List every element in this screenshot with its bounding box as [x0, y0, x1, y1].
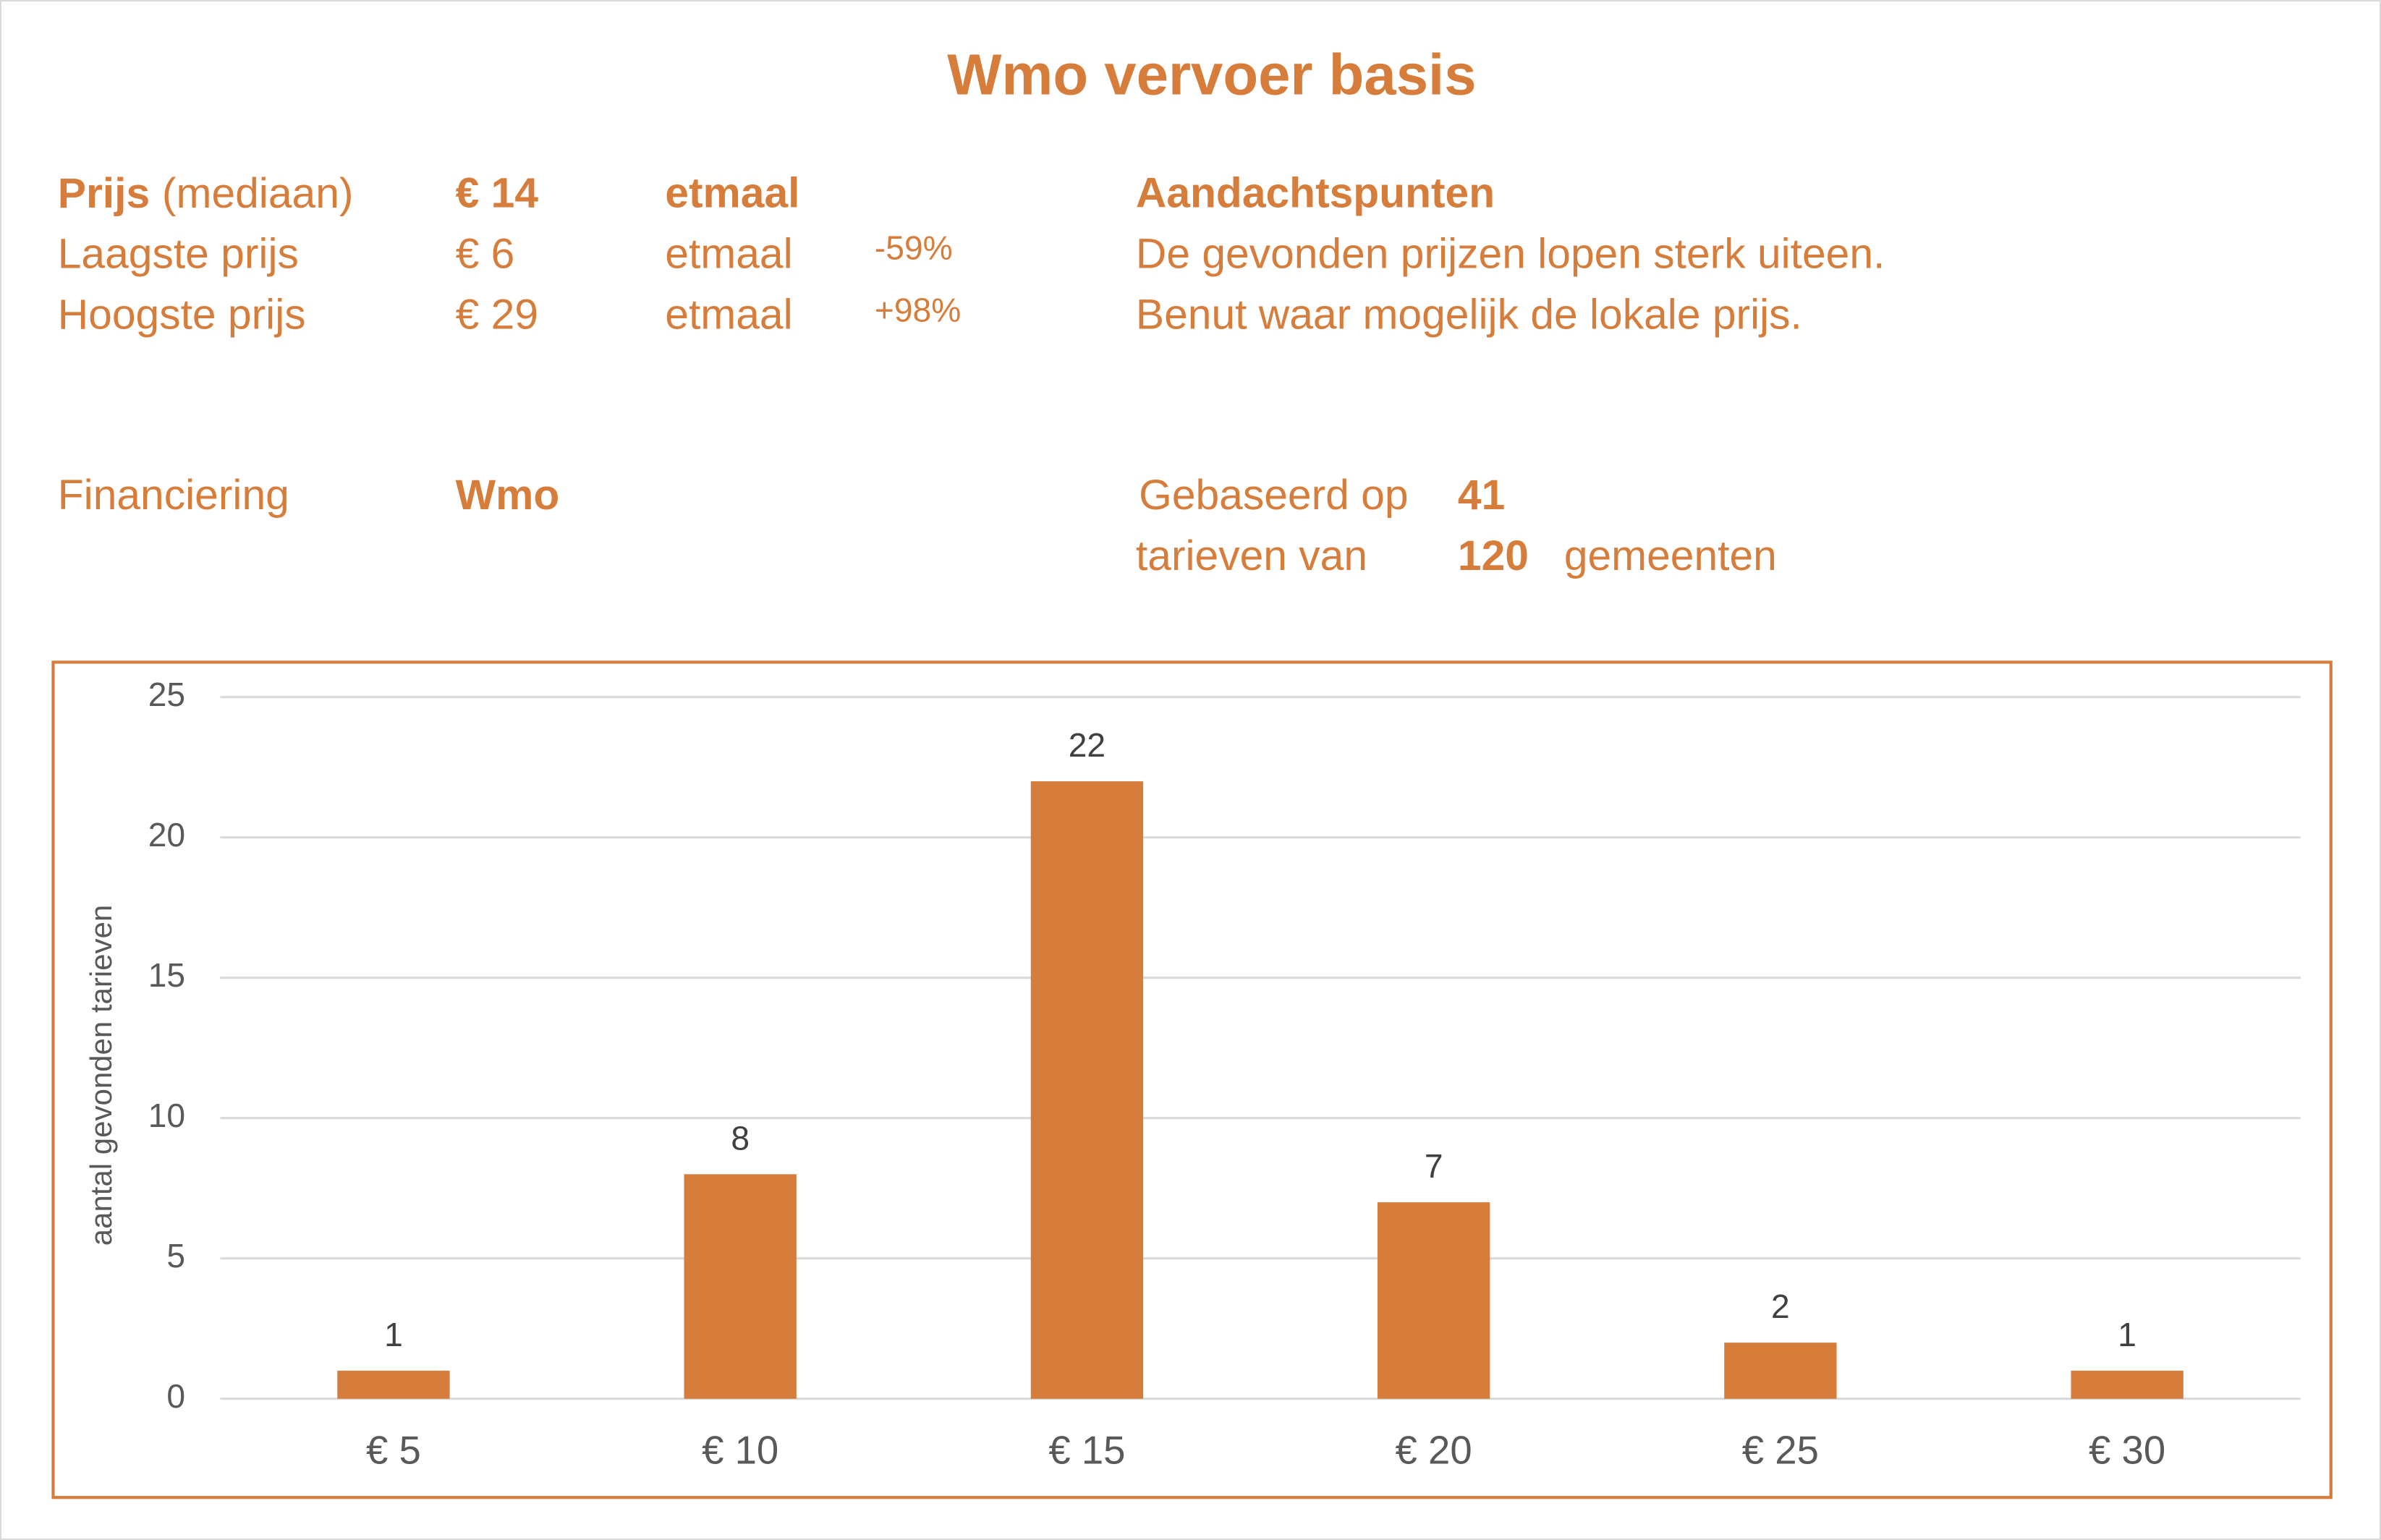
price-label: Prijs (mediaan)	[58, 169, 354, 216]
value-label: 8	[731, 1119, 750, 1157]
high-unit: etmaal	[665, 291, 792, 338]
price-label-note: (mediaan)	[162, 169, 354, 216]
notes-title: Aandachtspunten	[1136, 169, 1495, 216]
y-tick-label: 20	[148, 816, 185, 854]
note: Benut waar mogelijk de lokale prijs.	[1136, 291, 1802, 338]
value-label: 7	[1425, 1147, 1443, 1185]
y-tick-label: 10	[148, 1097, 185, 1134]
bar	[1724, 1343, 1837, 1399]
bar	[684, 1174, 797, 1399]
y-tick-label: 0	[166, 1377, 185, 1415]
low-label: Laagste prijs	[58, 230, 299, 277]
x-tick-label: € 15	[1048, 1429, 1125, 1473]
price-label-main: Prijs	[58, 169, 150, 216]
value-label: 1	[384, 1316, 403, 1353]
based-on-text: tarieven van	[1136, 532, 1367, 579]
low-unit: etmaal	[665, 230, 792, 277]
based-on-text: gemeenten	[1564, 532, 1777, 579]
x-tick-label: € 5	[366, 1429, 421, 1473]
based-on-count: 41	[1458, 472, 1505, 519]
based-on-text: Gebaseerd op	[1139, 472, 1408, 519]
chart-frame	[51, 660, 2333, 1499]
y-tick-label: 25	[148, 676, 185, 713]
bar	[337, 1370, 450, 1399]
x-tick-label: € 20	[1396, 1429, 1472, 1473]
value-label: 1	[2118, 1316, 2136, 1353]
y-tick-label: 15	[148, 956, 185, 994]
value-label: 22	[1069, 726, 1105, 764]
note: De gevonden prijzen lopen sterk uiteen.	[1136, 230, 1885, 277]
financing-value: Wmo	[456, 472, 560, 519]
high-change: +98%	[875, 292, 961, 329]
low-value: € 6	[456, 230, 515, 277]
financing-label: Financiering	[58, 472, 289, 519]
y-axis-title: aantal gevonden tarieven	[84, 905, 118, 1246]
title: Wmo vervoer basis	[947, 42, 1476, 106]
value-label: 2	[1771, 1288, 1790, 1325]
based-on-count: 120	[1458, 532, 1529, 579]
bar	[2071, 1370, 2183, 1399]
high-label: Hoogste prijs	[58, 291, 306, 338]
x-tick-label: € 10	[702, 1429, 778, 1473]
bar	[1030, 781, 1144, 1399]
high-value: € 29	[456, 291, 538, 338]
price-value: € 14	[456, 169, 539, 216]
bar	[1378, 1202, 1490, 1399]
y-tick-label: 5	[166, 1237, 185, 1275]
x-tick-label: € 25	[1742, 1429, 1819, 1473]
x-tick-label: € 30	[2089, 1429, 2165, 1473]
price-unit: etmaal	[665, 169, 799, 216]
low-change: -59%	[875, 229, 953, 267]
